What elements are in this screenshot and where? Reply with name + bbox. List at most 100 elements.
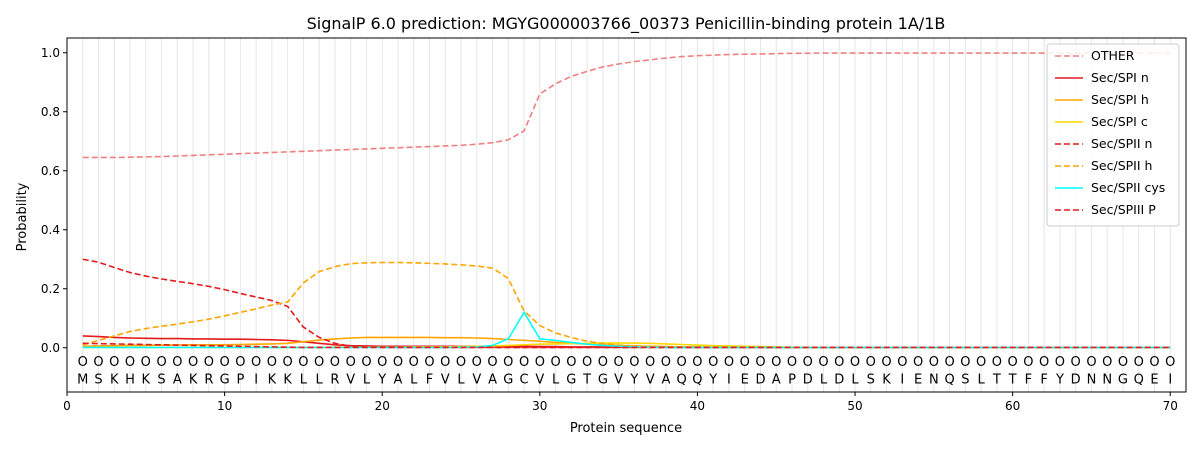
residue-label: M	[77, 373, 88, 388]
region-label: O	[109, 355, 119, 370]
region-label: O	[535, 355, 545, 370]
x-tick-label: 10	[217, 399, 232, 413]
y-tick-label: 0.6	[41, 164, 60, 178]
legend-label: Sec/SPIII P	[1091, 202, 1156, 217]
residue-label: L	[300, 373, 308, 388]
region-label: O	[1165, 355, 1175, 370]
region-label: O	[487, 355, 497, 370]
region-label: O	[976, 355, 986, 370]
region-label: O	[803, 355, 813, 370]
region-label: O	[913, 355, 923, 370]
y-axis-ticks: 0.0 0.2 0.4 0.6 0.8 1.0	[41, 46, 67, 355]
region-label: O	[393, 355, 403, 370]
residue-label: A	[394, 373, 403, 388]
x-tick-label: 20	[375, 399, 390, 413]
residue-label: D	[803, 373, 813, 388]
region-label: O	[661, 355, 671, 370]
residue-label: V	[346, 373, 355, 388]
residue-label: G	[566, 373, 576, 388]
region-label: O	[1134, 355, 1144, 370]
region-label: O	[787, 355, 797, 370]
residue-label: K	[268, 373, 277, 388]
region-label: O	[188, 355, 198, 370]
residue-label: K	[142, 373, 151, 388]
residue-label: S	[157, 373, 165, 388]
residue-label: E	[741, 373, 749, 388]
region-label: O	[503, 355, 513, 370]
residue-label: Y	[708, 373, 717, 388]
region-label: O	[204, 355, 214, 370]
residue-label: L	[316, 373, 324, 388]
residue-label: A	[173, 373, 182, 388]
residue-label: D	[1071, 373, 1081, 388]
series-line-other	[82, 52, 1171, 159]
region-label: O	[93, 355, 103, 370]
residue-label: Y	[1055, 373, 1064, 388]
y-tick-label: 0.8	[41, 105, 60, 119]
legend-label: Sec/SPII n	[1091, 136, 1152, 151]
residue-label: V	[614, 373, 623, 388]
residue-label: D	[834, 373, 844, 388]
residue-label: R	[330, 373, 339, 388]
region-label: O	[346, 355, 356, 370]
residue-label: L	[977, 373, 985, 388]
region-label: O	[1118, 355, 1128, 370]
region-label: O	[519, 355, 529, 370]
residue-label: K	[110, 373, 119, 388]
residue-label: I	[727, 373, 731, 388]
residue-label: K	[189, 373, 198, 388]
legend-label: Sec/SPII h	[1091, 158, 1152, 173]
region-label: O	[141, 355, 151, 370]
residue-label: D	[755, 373, 765, 388]
series-lines	[82, 52, 1171, 349]
region-label: O	[724, 355, 734, 370]
series-line-sec-spii-cys	[82, 310, 1171, 349]
region-label: O	[1149, 355, 1159, 370]
region-label: O	[677, 355, 687, 370]
residue-label: E	[914, 373, 922, 388]
residue-label: S	[961, 373, 969, 388]
residue-label: L	[820, 373, 828, 388]
region-label: O	[834, 355, 844, 370]
sequence-labels: OMOSOKOHOKOSOAOKOROGOPOIOKOKOLOLOROVOLOY…	[77, 355, 1175, 388]
region-label: O	[172, 355, 182, 370]
legend-label: Sec/SPI c	[1091, 114, 1148, 129]
region-label: O	[929, 355, 939, 370]
series-line-sec-spiii-p	[82, 342, 1171, 349]
chart-title: SignalP 6.0 prediction: MGYG000003766_00…	[307, 14, 946, 34]
residue-label: F	[1040, 373, 1047, 388]
residue-label: V	[441, 373, 450, 388]
residue-label: G	[503, 373, 513, 388]
x-tick-label: 40	[690, 399, 705, 413]
region-label: O	[330, 355, 340, 370]
region-label: O	[251, 355, 261, 370]
y-tick-label: 0.2	[41, 282, 60, 296]
plot-frame	[66, 37, 1187, 393]
region-label: O	[1039, 355, 1049, 370]
residue-label: L	[410, 373, 418, 388]
x-tick-label: 30	[532, 399, 547, 413]
region-label: O	[1055, 355, 1065, 370]
region-label: O	[708, 355, 718, 370]
residue-label: T	[992, 373, 1001, 388]
legend-label: Sec/SPII cys	[1091, 180, 1165, 195]
region-label: O	[125, 355, 135, 370]
y-axis-label: Probability	[15, 182, 30, 251]
residue-label: S	[867, 373, 875, 388]
x-tick-label: 70	[1163, 399, 1178, 413]
region-label: O	[992, 355, 1002, 370]
residue-label: R	[204, 373, 213, 388]
region-label: O	[629, 355, 639, 370]
residue-label: N	[929, 373, 939, 388]
residue-label: G	[1118, 373, 1128, 388]
residue-label: P	[236, 373, 244, 388]
region-label: O	[424, 355, 434, 370]
residue-label: I	[900, 373, 904, 388]
region-label: O	[283, 355, 293, 370]
region-label: O	[314, 355, 324, 370]
residue-label: I	[254, 373, 258, 388]
residue-label: G	[220, 373, 230, 388]
region-label: O	[582, 355, 592, 370]
region-label: O	[456, 355, 466, 370]
